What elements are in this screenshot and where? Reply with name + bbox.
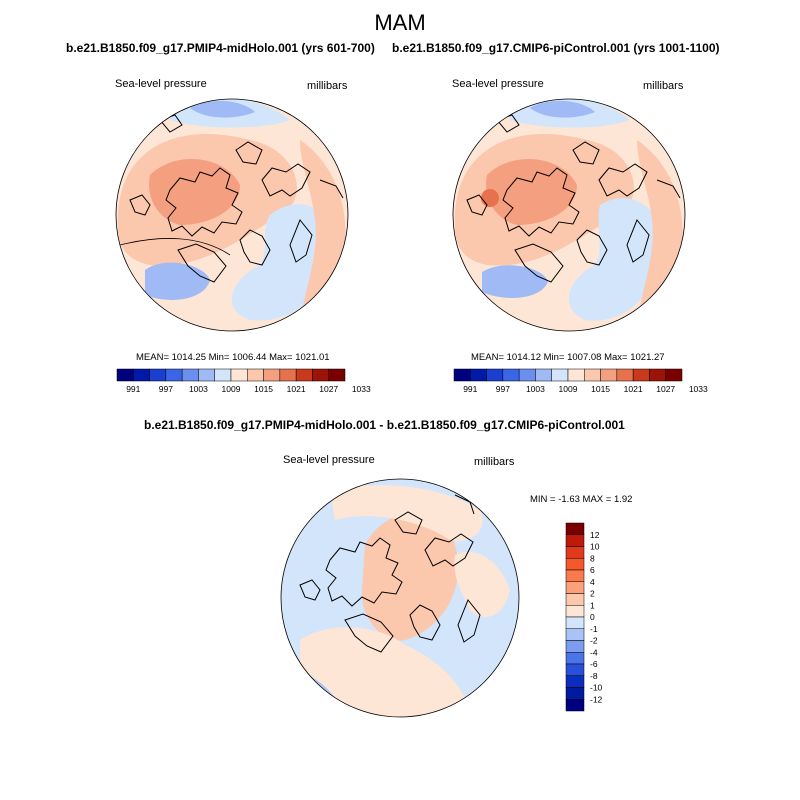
diff-colorbar-box [565,663,585,676]
diff-colorbar-box [565,675,585,688]
panel2-colorbar-label: 1027 [656,384,675,394]
panel2-colorbar-box [470,368,487,382]
diff-colorbar-box [565,569,585,582]
panel2-colorbar-box [486,368,504,382]
diff-colorbar-label: -4 [590,647,598,657]
diff-colorbar-label: -1 [590,624,598,634]
panel2-colorbar-label: 1015 [591,384,610,394]
panel2-colorbar-label: 991 [463,384,477,394]
panel1-stats: MEAN= 1014.25 Min= 1006.44 Max= 1021.01 [136,352,330,363]
diff-colorbar-label: -6 [590,659,598,669]
panel1-colorbar-box [133,368,150,382]
panel2-title: b.e21.B1850.f09_g17.CMIP6-piControl.001 … [392,41,720,55]
diff-colorbar-label: -10 [590,683,603,693]
panel1-colorbar-box [165,368,183,382]
diff-colorbar-box [565,628,585,641]
diff-map [280,478,520,718]
diff-colorbar-box [565,640,585,653]
panel2-map [452,98,686,332]
diff-colorbar-box [565,546,585,559]
panel2-stats: MEAN= 1014.12 Min= 1007.08 Max= 1021.27 [471,352,665,363]
diff-colorbar-label: 10 [590,542,600,552]
panel1-colorbar-box [279,368,297,382]
panel1-field-label: Sea-level pressure [115,78,207,90]
panel2-colorbar-label: 1003 [526,384,545,394]
diff-colorbar-label: 2 [590,589,595,599]
panel1-colorbar-label: 1027 [319,384,338,394]
panel2-colorbar-box [632,368,650,382]
panel2-colorbar-box [551,368,569,382]
diff-colorbar-box [565,522,585,535]
panel1-colorbar-box [328,368,346,382]
diff-colorbar-label: 0 [590,612,595,622]
panel2-colorbar-box [567,368,585,382]
diff-units-label: millibars [474,456,515,468]
diff-colorbar-label: 4 [590,577,595,587]
panel2-colorbar-box [616,368,634,382]
diff-field-label: Sea-level pressure [283,454,375,466]
panel2-colorbar-box [649,368,666,382]
panel1-colorbar-label: 997 [159,384,173,394]
panel1-title: b.e21.B1850.f09_g17.PMIP4-midHolo.001 (y… [66,41,375,55]
diff-colorbar-box [565,616,585,629]
panel2-colorbar-box [535,368,552,382]
diff-colorbar-box [565,605,585,618]
diff-colorbar-label: -12 [590,694,603,704]
diff-colorbar-label: 8 [590,553,595,563]
panel2-colorbar-label: 1009 [559,384,578,394]
panel2-colorbar-box [665,368,683,382]
panel1-colorbar-label: 1015 [254,384,273,394]
panel2-units-label: millibars [643,80,684,92]
diff-colorbar-label: 1 [590,600,595,610]
panel1-colorbar-box [181,368,199,382]
diff-colorbar-box [565,581,585,594]
diff-colorbar-box [565,652,585,665]
diff-colorbar-box [565,699,585,712]
panel2-colorbar-box [502,368,520,382]
panel1-units-label: millibars [307,80,348,92]
panel1-colorbar: 991 997 1003 1009 1015 1021 1027 1033 [116,368,371,394]
panel1-colorbar-label: 1003 [189,384,208,394]
panel1-colorbar-box [247,368,264,382]
diff-colorbar-label: 12 [590,530,600,540]
panel1-colorbar-box [214,368,232,382]
panel1-colorbar-box [198,368,215,382]
panel2-colorbar-label: 997 [496,384,510,394]
panel1-colorbar-box [230,368,248,382]
panel2-colorbar-box [518,368,536,382]
season-title: MAM [374,10,426,35]
panel1-colorbar-box [116,368,134,382]
diff-colorbar-label: -2 [590,636,598,646]
panel1-map [115,98,349,332]
panel1-colorbar-box [149,368,167,382]
panel2-field-label: Sea-level pressure [452,78,544,90]
panel2-colorbar: 991 997 1003 1009 1015 1021 1027 1033 [453,368,708,394]
diff-colorbar-box [565,687,585,700]
diff-colorbar-box [565,534,585,547]
panel1-colorbar-label: 1009 [222,384,241,394]
panel2-colorbar-label: 1033 [689,384,708,394]
diff-colorbar-box [565,593,585,606]
panel1-colorbar-box [295,368,313,382]
diff-colorbar-box [565,558,585,571]
diff-colorbar-label: 6 [590,565,595,575]
panel1-colorbar-label: 1033 [352,384,371,394]
panel2-colorbar-box [584,368,601,382]
panel2-colorbar-label: 1021 [624,384,643,394]
panel1-colorbar-label: 991 [126,384,140,394]
panel1-colorbar-label: 1021 [287,384,306,394]
panel2-colorbar-box [453,368,471,382]
panel1-colorbar-box [312,368,329,382]
diff-stats: MIN = -1.63 MAX = 1.92 [530,494,633,505]
diff-panel-title: b.e21.B1850.f09_g17.PMIP4-midHolo.001 - … [144,418,625,432]
diff-colorbar-label: -8 [590,671,598,681]
panel1-colorbar-box [263,368,281,382]
panel2-colorbar-box [600,368,618,382]
